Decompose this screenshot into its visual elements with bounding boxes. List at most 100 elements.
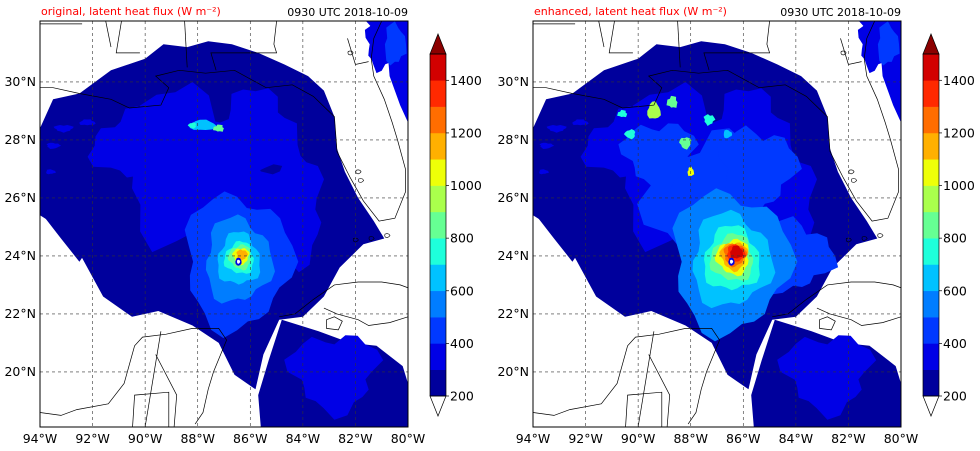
colorbar-segment [430,343,446,370]
lon-tick-label: 94°W [516,431,551,446]
lon-tick-label: 86°W [233,431,268,446]
lat-tick-label: 26°N [4,190,36,205]
colorbar-segment [923,317,939,344]
coastline [703,21,771,71]
coastline [323,307,408,326]
island-outline [877,233,884,239]
lat-tick-label: 24°N [497,248,529,263]
panel-original: original, latent heat flux (W m⁻²) 0930 … [4,5,482,446]
colorbar-segment [923,211,939,239]
convective-cell [666,95,678,108]
island-outline [358,178,365,183]
colorbar-segment [430,290,446,318]
colorbar-tick-label: 600 [450,283,474,298]
island-outline [347,50,354,56]
isle-of-youth [819,316,836,331]
convective-cell [212,124,224,132]
colorbar-extend-min [429,395,447,417]
flux-patch [241,153,324,273]
flux-patch [546,125,567,133]
colorbar-segment [430,369,446,397]
convective-cell [623,129,636,140]
coastline [816,307,901,326]
lon-tick-label: 84°W [286,431,321,446]
colorbar-segment [923,132,939,160]
flux-patch [717,125,802,220]
colorbar-segment [923,159,939,186]
island-outline [861,236,868,241]
colorbar-segment [430,80,446,107]
lat-tick-label: 30°N [4,74,36,89]
coastline [132,391,170,427]
coastline [184,21,188,68]
flux-patch [87,106,179,183]
lon-tick-label: 94°W [23,431,58,446]
coastline [677,21,681,68]
colorbar-segment [430,185,446,213]
colorbar-tick-label: 800 [943,231,967,246]
hurricane-ring [730,245,744,259]
colorbar: 200 400 600 800 1000 1200 1400 [922,33,975,417]
lon-tick-label: 88°W [673,431,708,446]
flux-patch [539,142,555,149]
coastlines [533,21,901,427]
lon-tick-label: 88°W [180,431,215,446]
flux-patch [53,125,74,133]
flux-patch [46,142,62,149]
colorbar-segment [430,106,446,134]
colorbar-tick-label: 1000 [943,178,975,193]
island-outline [352,237,359,243]
lat-tick-label: 26°N [497,190,529,205]
lat-tick-label: 20°N [497,364,529,379]
flux-patch [618,123,699,195]
island-outline [368,236,375,241]
hurricane-eye-center [730,259,734,264]
map-original: 94°W 92°W 90°W 88°W 86°W 84°W 82°W 80°W 20°N 22°N… [4,20,482,446]
flux-patch [79,119,96,126]
panel-timestamp: 0930 UTC 2018-10-09 [287,6,408,19]
map-enhanced: 94°W 92°W 90°W 88°W 86°W 84°W 82°W 80°W 20°N 22°N… [497,20,975,446]
colorbar-segment [923,54,939,81]
coastline [40,328,227,425]
colorbar-tick-label: 400 [943,336,967,351]
coastline [625,391,663,427]
colorbar-tick-label: 1400 [943,73,975,88]
coastline [637,331,655,427]
colorbar-tick-label: 200 [450,389,474,404]
colorbar-frame [429,53,447,397]
flux-patch [384,21,407,66]
island-outline [355,169,362,175]
colorbar-tick-label: 1200 [450,125,482,140]
flux-region-west [40,177,88,262]
lon-tick-label: 92°W [568,431,603,446]
island-outline [851,178,858,183]
colorbar-segment [923,264,939,292]
colorbar-segment [923,369,939,397]
flux-field [40,21,408,427]
coastline [347,38,369,65]
flux-region-west [533,177,581,262]
colorbar-extend-max [429,33,447,55]
island-outline [840,50,847,56]
flux-patch [777,335,877,420]
colorbar-segment [923,290,939,318]
colorbar: 200 400 600 800 1000 1200 1400 [429,33,482,417]
lon-tick-label: 80°W [884,431,919,446]
flux-patch [572,119,589,126]
coastline [40,21,406,222]
colorbar-tick-label: 600 [943,283,967,298]
lat-tick-label: 22°N [4,306,36,321]
convective-cell [679,137,692,150]
lat-tick-label: 22°N [497,306,529,321]
colorbar-tick-label: 800 [450,231,474,246]
colorbar-segment [923,80,939,107]
flux-patch [211,88,302,173]
colorbar-tick-label: 1400 [450,73,482,88]
panel-title: enhanced, latent heat flux (W m⁻²) [534,5,727,18]
coastline [533,328,720,425]
isle-of-youth [326,316,343,331]
colorbar-tick-label: 1200 [943,125,975,140]
coastline [608,21,633,54]
panel-title: original, latent heat flux (W m⁻²) [41,5,221,18]
convective-cell [187,122,197,129]
